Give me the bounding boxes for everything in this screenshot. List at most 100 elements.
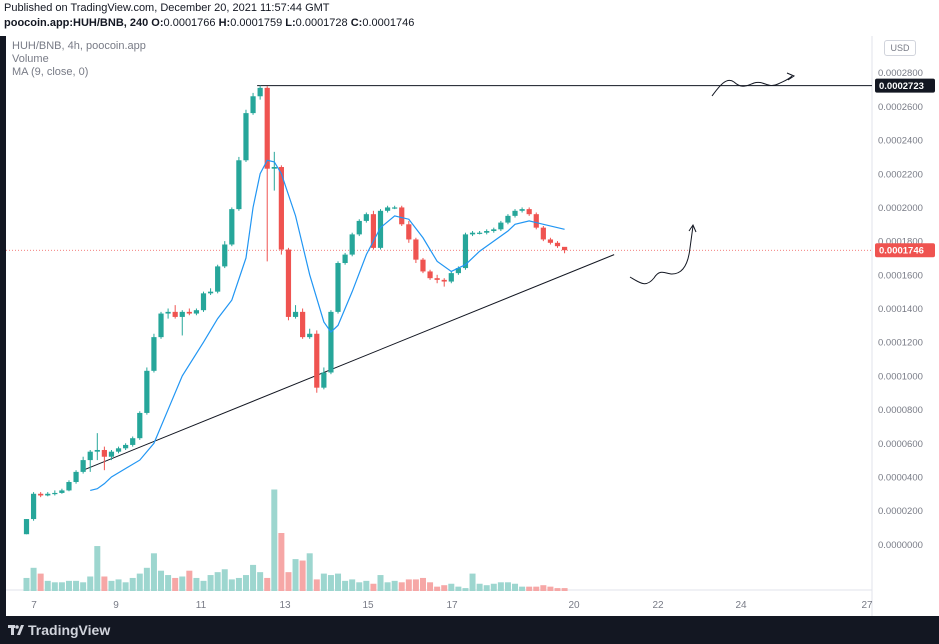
volume-bar bbox=[278, 533, 285, 591]
candlestick-chart[interactable]: 0.0000000 0.0000200 0.0000400 0.0000600 0.00… bbox=[6, 36, 939, 616]
ohlc-value: 0.0001766 bbox=[163, 17, 216, 29]
volume-bar bbox=[250, 564, 257, 591]
volume-bar bbox=[384, 582, 391, 591]
chart-pane[interactable]: 0.0000000 0.0000200 0.0000400 0.0000600 0.00… bbox=[6, 36, 939, 616]
price-tag-label: 0.0002723 bbox=[879, 81, 924, 92]
volume-bar bbox=[172, 577, 179, 591]
chart-legend: HUH/BNB, 4h, poocoin.app Volume MA (9, c… bbox=[12, 40, 146, 79]
volume-bar bbox=[122, 582, 129, 591]
candle-body bbox=[420, 259, 426, 272]
volume-bar bbox=[165, 575, 172, 591]
price-tick-label: 0.0002400 bbox=[878, 136, 923, 147]
candle-body bbox=[561, 246, 568, 251]
candle-body bbox=[469, 232, 476, 235]
volume-bar bbox=[448, 583, 455, 591]
candle-body bbox=[215, 266, 221, 292]
volume-bar bbox=[292, 559, 299, 591]
candle-body bbox=[144, 370, 150, 413]
volume-bar bbox=[497, 582, 504, 591]
candle-body bbox=[554, 242, 561, 247]
volume-bar bbox=[405, 579, 412, 591]
ohlc-values: O:0.0001766 H:0.0001759 L:0.0001728 C:0.… bbox=[151, 17, 414, 29]
volume-bar bbox=[235, 577, 242, 591]
candle-body bbox=[498, 222, 504, 230]
candle-body bbox=[505, 215, 511, 223]
volume-bar bbox=[143, 567, 150, 591]
volume-bar bbox=[370, 583, 377, 591]
volume-bar bbox=[512, 583, 519, 591]
volume-bar bbox=[44, 580, 51, 591]
footer-bar: TradingView bbox=[0, 616, 939, 644]
candle-body bbox=[349, 234, 355, 255]
candle-body bbox=[377, 210, 384, 248]
candle-body bbox=[406, 224, 412, 240]
candle-body bbox=[292, 311, 299, 317]
candle-body bbox=[314, 333, 320, 388]
candle-body bbox=[229, 209, 235, 245]
volume-bar bbox=[129, 577, 136, 591]
candle-body bbox=[547, 239, 554, 243]
volume-bar bbox=[200, 580, 207, 591]
ohlc-label: C: bbox=[347, 17, 363, 29]
candle-body bbox=[172, 311, 178, 317]
ohlc-value: 0.0001746 bbox=[362, 17, 415, 29]
ohlc-label: O: bbox=[151, 17, 164, 29]
volume-bar bbox=[193, 577, 200, 591]
volume-bar bbox=[398, 582, 405, 591]
price-tick-label: 0.0000800 bbox=[878, 405, 923, 416]
ohlc-value: 0.0001728 bbox=[295, 17, 348, 29]
legend-ma: MA (9, close, 0) bbox=[12, 66, 89, 78]
volume-bar bbox=[335, 573, 342, 591]
volume-bar bbox=[391, 580, 398, 591]
tradingview-brand[interactable]: TradingView bbox=[28, 622, 111, 638]
volume-bar bbox=[65, 580, 72, 591]
projection-arrowhead-bottom bbox=[688, 223, 697, 233]
volume-bar bbox=[483, 585, 490, 591]
time-tick-label: 22 bbox=[652, 600, 664, 611]
currency-button[interactable]: USD bbox=[884, 40, 916, 56]
candle-body bbox=[165, 311, 171, 314]
volume-bar bbox=[306, 553, 313, 591]
candle-body bbox=[80, 460, 86, 472]
candle-body bbox=[193, 310, 200, 314]
legend-symbol: HUH/BNB, 4h, poocoin.app bbox=[12, 40, 146, 52]
volume-bar bbox=[228, 579, 235, 591]
volume-bar bbox=[356, 582, 363, 591]
candle-body bbox=[73, 471, 79, 482]
price-tick-label: 0.0000400 bbox=[878, 472, 923, 483]
price-tick-label: 0.0000200 bbox=[878, 506, 923, 517]
volume-bar bbox=[101, 576, 108, 591]
volume-bar bbox=[51, 582, 58, 591]
price-tag-bg bbox=[875, 243, 935, 258]
volume-bar bbox=[271, 489, 278, 591]
volume-bar bbox=[427, 582, 434, 591]
candle-body bbox=[38, 493, 44, 496]
candle-body bbox=[30, 493, 37, 520]
candle-body bbox=[200, 293, 207, 311]
volume-bar bbox=[327, 575, 334, 591]
candle-body bbox=[484, 231, 490, 233]
volume-bar bbox=[30, 567, 37, 591]
ma-line bbox=[90, 159, 565, 491]
volume-bar bbox=[469, 573, 476, 591]
volume-bar bbox=[150, 553, 157, 591]
volume-bar bbox=[207, 575, 214, 591]
volume-bar bbox=[476, 583, 483, 591]
volume-bar bbox=[285, 572, 292, 591]
time-tick-label: 7 bbox=[31, 600, 37, 611]
candle-body bbox=[108, 451, 115, 457]
candle-body bbox=[526, 209, 532, 215]
volume-bar bbox=[419, 577, 426, 591]
candle-body bbox=[123, 444, 129, 449]
price-tag-bg bbox=[875, 78, 935, 93]
candle-body bbox=[186, 311, 192, 314]
ohlc-readout: poocoin.app:HUH/BNB, 240 O:0.0001766 H:0… bbox=[4, 17, 414, 29]
candle-body bbox=[207, 291, 214, 294]
projection-squiggle-top bbox=[711, 75, 793, 97]
volume-bar bbox=[313, 579, 320, 591]
candle-body bbox=[151, 337, 157, 371]
price-tick-label: 0.0001000 bbox=[878, 371, 923, 382]
candle-body bbox=[455, 268, 461, 274]
candle-body bbox=[533, 214, 539, 228]
candle-body bbox=[392, 207, 398, 209]
